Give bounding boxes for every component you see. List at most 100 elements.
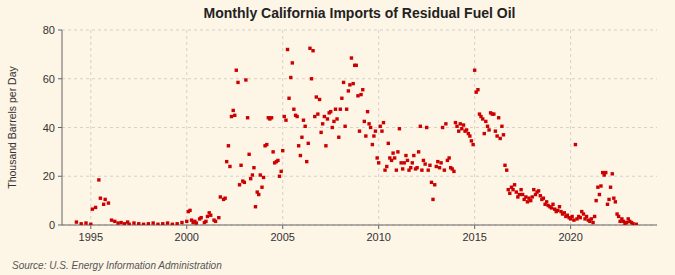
point [422,159,425,162]
point [594,199,597,202]
point [284,118,287,121]
point [292,108,295,111]
point [310,77,313,80]
point [396,150,399,153]
point [351,82,354,85]
point [579,216,582,219]
point [254,205,257,208]
point [359,93,362,96]
point [398,127,401,130]
y-tick-label: 80 [43,24,55,36]
axes: 199520002005201020152020020406080 [43,24,657,243]
point [447,156,450,159]
point [289,76,292,79]
point [345,108,348,111]
point [340,97,343,100]
point [219,195,222,198]
point [590,217,593,220]
y-grid-line [62,176,657,177]
x-grid-line [90,30,91,225]
point [423,162,426,165]
y-tick [58,127,62,128]
point [107,201,110,204]
point [270,116,273,119]
point [454,121,457,124]
point [334,108,337,111]
point [206,215,209,218]
point [411,161,414,164]
x-tick [282,225,283,229]
point [361,88,364,91]
point [214,220,217,223]
point [563,211,566,214]
point [550,206,553,209]
x-tick [186,225,187,229]
point [459,122,462,125]
x-tick-label: 2015 [462,231,486,243]
point [635,223,638,225]
y-tick-label: 20 [43,170,55,182]
point [363,120,366,123]
point [435,165,438,168]
point [123,222,126,225]
y-grid-line [62,30,657,31]
point [305,160,308,163]
x-tick [570,225,571,229]
point [142,223,145,225]
x-tick-label: 2020 [558,231,582,243]
y-tick [58,176,62,177]
point [209,214,212,217]
point [425,126,428,129]
x-tick [90,225,91,229]
point [326,117,329,120]
point [598,193,601,196]
point [300,136,303,139]
point [611,172,614,175]
point [395,168,398,171]
point [236,81,239,84]
point [307,142,310,145]
point [199,216,202,219]
point [232,109,235,112]
x-tick-label: 1995 [79,231,103,243]
point [102,203,105,206]
point [593,215,596,218]
x-grid-line [570,30,571,225]
point [483,132,486,135]
point [609,186,612,189]
point [505,168,508,171]
point [278,175,281,178]
point [252,166,255,169]
point [497,116,500,119]
point [443,168,446,171]
point [283,115,286,118]
point [465,128,468,131]
point [233,114,236,117]
point [271,150,274,153]
point [438,166,441,169]
point [171,223,174,225]
point [500,125,503,128]
point [625,221,628,224]
point [591,221,594,224]
point [180,221,183,224]
point [596,186,599,189]
point [484,120,487,123]
point [342,81,345,84]
point [339,108,342,111]
point [404,154,407,157]
point [498,137,501,140]
point [495,134,498,137]
point [462,123,465,126]
point [551,203,554,206]
grid [62,30,657,225]
point [558,205,561,208]
point [230,115,233,118]
point [350,56,353,59]
point [119,221,122,224]
point [444,122,447,125]
point [265,143,268,146]
point [371,143,374,146]
point [614,200,617,203]
point [225,160,228,163]
